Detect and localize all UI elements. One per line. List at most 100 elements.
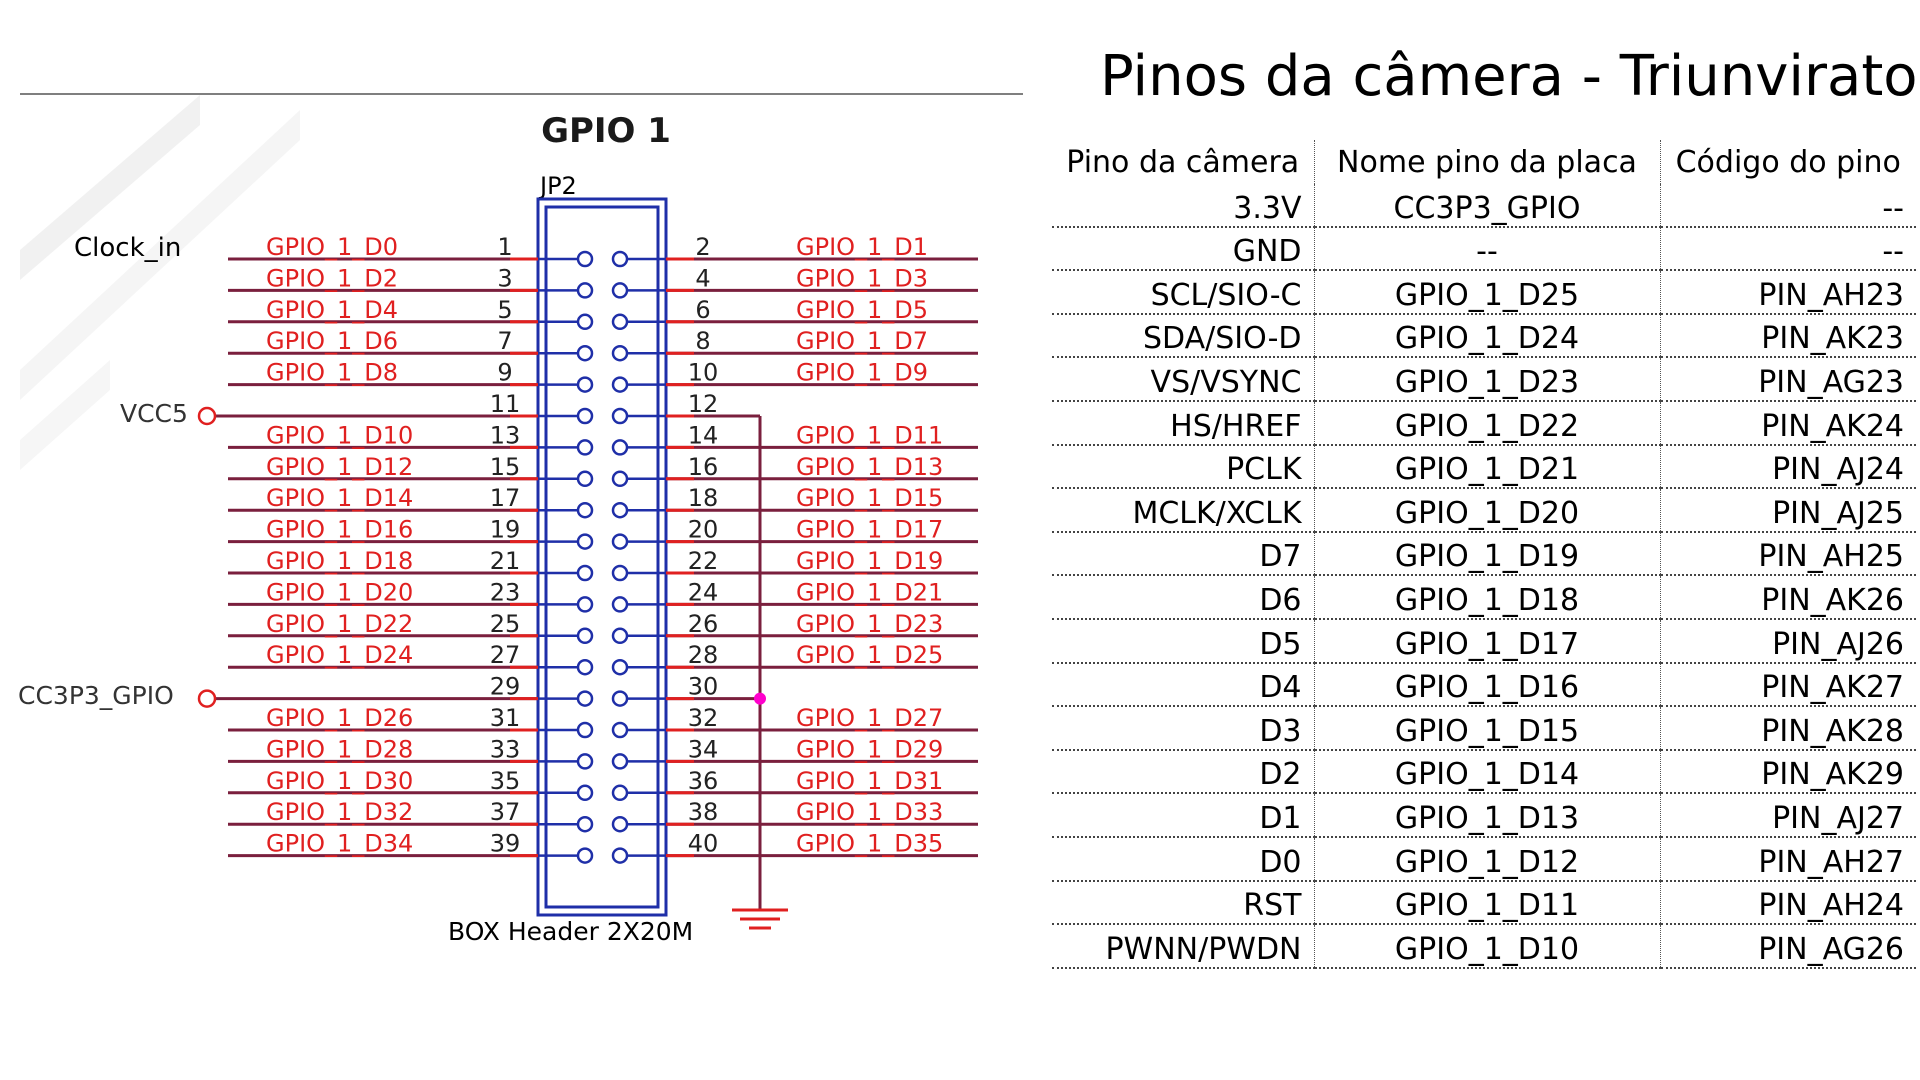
column-header: Nome pino da placa <box>1314 140 1661 184</box>
table-cell: GPIO_1_D22 <box>1314 400 1661 446</box>
pin-net-label: GPIO_1_D18 <box>266 547 413 575</box>
gpio-schematic: GPIO 1 JP2 BOX Header 2X20M Clock_in VCC… <box>18 93 1023 946</box>
clock-in-label: Clock_in <box>74 233 181 263</box>
pin-dot <box>611 313 629 331</box>
schematic-title: GPIO 1 <box>541 111 671 151</box>
pin-net-label: GPIO_1_D3 <box>796 264 928 292</box>
pin-dot <box>611 470 629 488</box>
pin-net-label: GPIO_1_D0 <box>266 233 398 261</box>
pin-dot <box>611 533 629 550</box>
table-cell: PWNN/PWDN <box>1052 924 1315 969</box>
table-cell: D0 <box>1052 836 1315 882</box>
pin-number: 15 <box>490 453 521 481</box>
pin-dot <box>611 627 629 645</box>
table-cell: PIN_AH25 <box>1660 531 1916 577</box>
pin-number: 7 <box>497 327 512 355</box>
pin-net-label: GPIO_1_D12 <box>266 453 413 481</box>
column-header: Código do pino <box>1675 144 1901 180</box>
pin-number: 3 <box>497 264 512 292</box>
pin-number: 24 <box>688 578 719 606</box>
pin-dot <box>576 470 594 488</box>
pin-dot <box>576 376 594 393</box>
page-title: Pinos da câmera - Triunvirato <box>1100 44 1918 109</box>
pin-net-label: GPIO_1_D17 <box>796 516 943 544</box>
pin-dot <box>576 847 594 864</box>
pin-number: 17 <box>490 484 521 512</box>
pin-net-label: GPIO_1_D25 <box>796 641 943 669</box>
table-cell: PCLK <box>1052 444 1315 490</box>
table-body: 3.3V CC3P3_GPIO -- GND -- -- SCL/SIO-C GPIO_1_D… <box>1052 184 1916 969</box>
pin-dot <box>611 407 629 425</box>
pin-number: 10 <box>688 359 719 387</box>
pin-number: 27 <box>490 641 521 669</box>
camera-pin-table: Pino da câmera Nome pino da placa Código d… <box>1052 140 1916 969</box>
pin-number: 5 <box>497 296 512 324</box>
table-row: 3.3V CC3P3_GPIO -- <box>1052 184 1916 228</box>
pin-number: 28 <box>688 641 719 669</box>
pin-dot <box>576 753 594 770</box>
table-cell: PIN_AG23 <box>1660 357 1916 402</box>
table-row: D0 GPIO_1_D12 PIN_AH27 <box>1052 836 1916 882</box>
pin-dot <box>611 721 629 739</box>
pin-number: 36 <box>688 767 719 795</box>
pin-net-label: GPIO_1_D6 <box>266 327 398 355</box>
cc3p3-terminal <box>197 689 217 708</box>
pin-net-label: GPIO_1_D9 <box>796 359 928 387</box>
table-row: GND -- -- <box>1052 226 1916 272</box>
pin-number: 8 <box>695 327 710 355</box>
pin-net-label: GPIO_1_D19 <box>796 547 943 575</box>
table-row: SDA/SIO-D GPIO_1_D24 PIN_AK23 <box>1052 313 1916 359</box>
pin-number: 26 <box>688 610 719 638</box>
table-cell: D3 <box>1052 706 1315 751</box>
pin-net-label: GPIO_1_D16 <box>266 516 413 544</box>
pin-dot <box>611 376 629 393</box>
table-cell: SDA/SIO-D <box>1052 313 1315 359</box>
pin-dot <box>611 439 629 456</box>
pin-net-label: GPIO_1_D34 <box>266 830 413 858</box>
pin-number: 39 <box>490 830 521 858</box>
pin-net-label: GPIO_1_D26 <box>266 704 413 732</box>
pin-number: 32 <box>688 704 719 732</box>
pin-net-label: GPIO_1_D31 <box>796 767 943 795</box>
table-row: D4 GPIO_1_D16 PIN_AK27 <box>1052 662 1916 708</box>
table-cell: GPIO_1_D19 <box>1314 531 1661 577</box>
table-cell: VS/VSYNC <box>1052 357 1315 402</box>
pin-number: 9 <box>497 359 512 387</box>
table-cell: HS/HREF <box>1052 400 1315 446</box>
pin-number: 37 <box>490 798 521 826</box>
pin-dot <box>576 344 594 362</box>
table-cell: PIN_AK29 <box>1660 749 1916 795</box>
pin-dot <box>576 564 594 582</box>
pin-dot <box>576 721 594 739</box>
pin-number: 13 <box>490 421 521 449</box>
pin-net-label: GPIO_1_D32 <box>266 798 413 826</box>
table-cell: PIN_AK24 <box>1660 400 1916 446</box>
table-cell: SCL/SIO-C <box>1052 270 1315 315</box>
table-cell: GPIO_1_D25 <box>1314 270 1661 315</box>
pin-net-label: GPIO_1_D7 <box>796 327 928 355</box>
table-row: PCLK GPIO_1_D21 PIN_AJ24 <box>1052 444 1916 490</box>
table-cell: PIN_AJ24 <box>1660 444 1916 490</box>
pin-dot <box>611 847 629 864</box>
table-cell: PIN_AK28 <box>1660 706 1916 751</box>
pin-number: 16 <box>688 453 719 481</box>
table-row: D2 GPIO_1_D14 PIN_AK29 <box>1052 749 1916 795</box>
pin-number: 1 <box>497 233 512 261</box>
watermark <box>20 95 300 470</box>
pin-dot <box>576 690 594 707</box>
table-cell: MCLK/XCLK <box>1052 488 1315 533</box>
pin-number: 12 <box>688 390 719 418</box>
table-row: RST GPIO_1_D11 PIN_AH24 <box>1052 880 1916 926</box>
table-cell: -- <box>1660 226 1916 272</box>
table-cell: PIN_AK26 <box>1660 575 1916 620</box>
pin-net-label: GPIO_1_D20 <box>266 578 413 606</box>
table-cell: PIN_AJ25 <box>1660 488 1916 533</box>
pin-dot <box>611 564 629 582</box>
pin-number: 25 <box>490 610 521 638</box>
table-cell: PIN_AH24 <box>1660 880 1916 926</box>
pin-dot <box>576 313 594 331</box>
pin-number: 18 <box>688 484 719 512</box>
pin-number: 19 <box>490 516 521 544</box>
box-header-connector <box>536 197 668 917</box>
